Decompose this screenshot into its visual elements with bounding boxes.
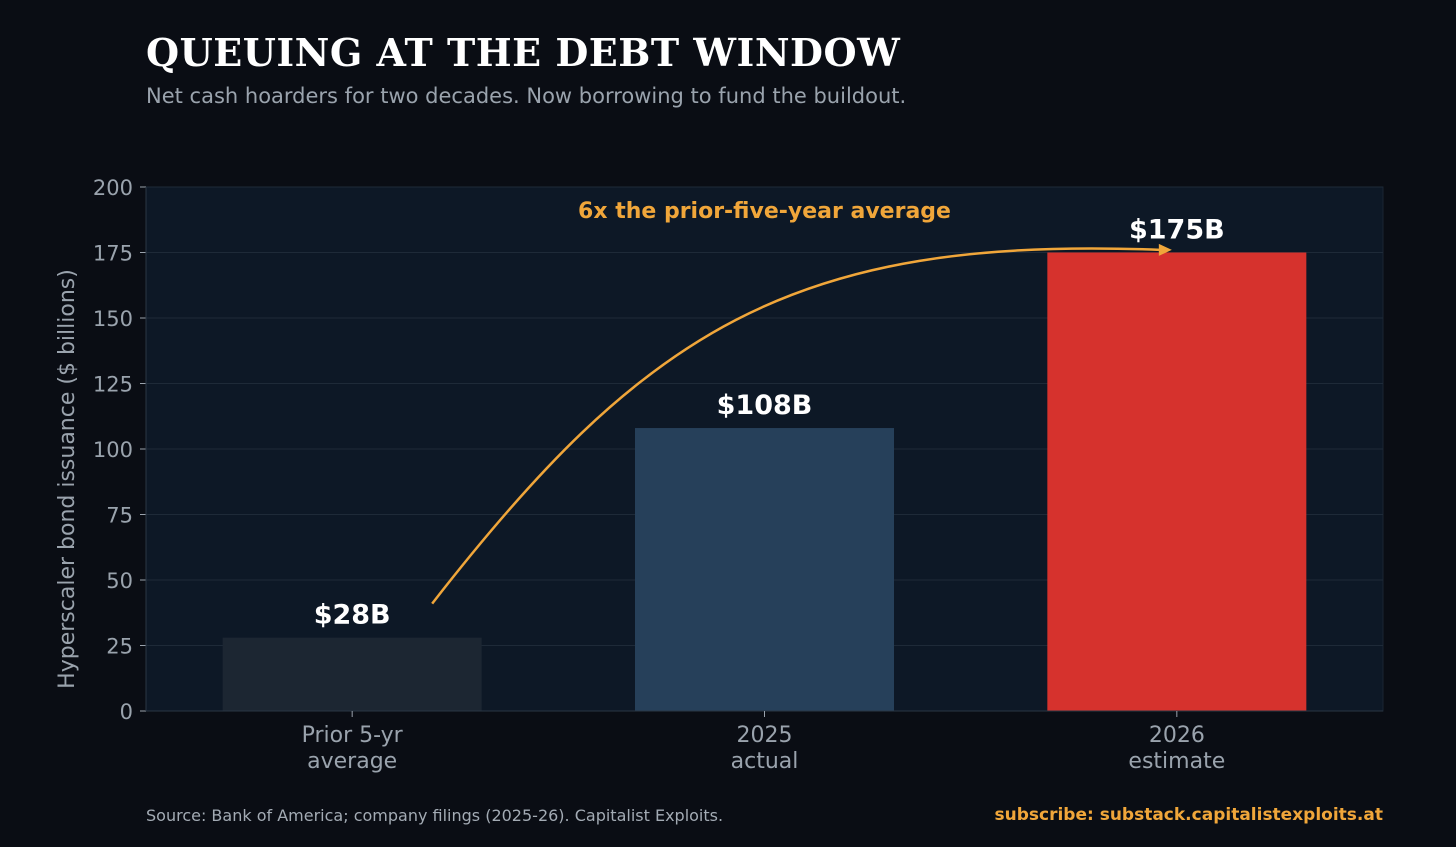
- y-tick-label: 150: [93, 307, 133, 331]
- x-tick-label: Prior 5-yr: [302, 723, 404, 748]
- bar-value-label: $175B: [1129, 215, 1225, 246]
- subscribe-link[interactable]: subscribe: substack.capitalistexploits.a…: [994, 805, 1383, 825]
- chart-subtitle: Net cash hoarders for two decades. Now b…: [146, 84, 907, 108]
- bar-value-label: $28B: [314, 600, 391, 631]
- y-tick-label: 0: [120, 700, 133, 724]
- data-labels: $28B $108B $175B: [314, 215, 1225, 631]
- annotation: 6x the prior-five-year average: [431, 199, 1172, 605]
- source-note: Source: Bank of America; company filings…: [146, 806, 724, 825]
- y-tick-label: 25: [106, 635, 133, 659]
- y-tick-label: 175: [93, 242, 133, 266]
- bars: [222, 252, 1307, 711]
- y-tick-label: 100: [93, 438, 133, 462]
- annotation-text: 6x the prior-five-year average: [578, 199, 951, 224]
- x-tick-label: estimate: [1128, 749, 1225, 774]
- bar: [222, 637, 482, 711]
- annotation-arrow-curve: [431, 247, 1160, 605]
- y-tick-label: 200: [93, 176, 133, 200]
- x-tick-label: 2025: [737, 723, 793, 748]
- bar-value-label: $108B: [717, 390, 813, 421]
- y-tick-label: 50: [106, 569, 133, 593]
- y-axis-label: Hyperscaler bond issuance ($ billions): [55, 269, 80, 689]
- bar: [635, 428, 894, 711]
- y-tick-label: 75: [106, 504, 133, 528]
- bar: [1047, 252, 1307, 711]
- y-tick-label: 125: [93, 373, 133, 397]
- x-tick-label: average: [307, 749, 397, 774]
- chart-title: QUEUING AT THE DEBT WINDOW: [146, 30, 901, 75]
- annotation-arrow-head: [1158, 243, 1172, 256]
- x-tick-label: 2026: [1149, 723, 1205, 748]
- x-tick-label: actual: [731, 749, 799, 774]
